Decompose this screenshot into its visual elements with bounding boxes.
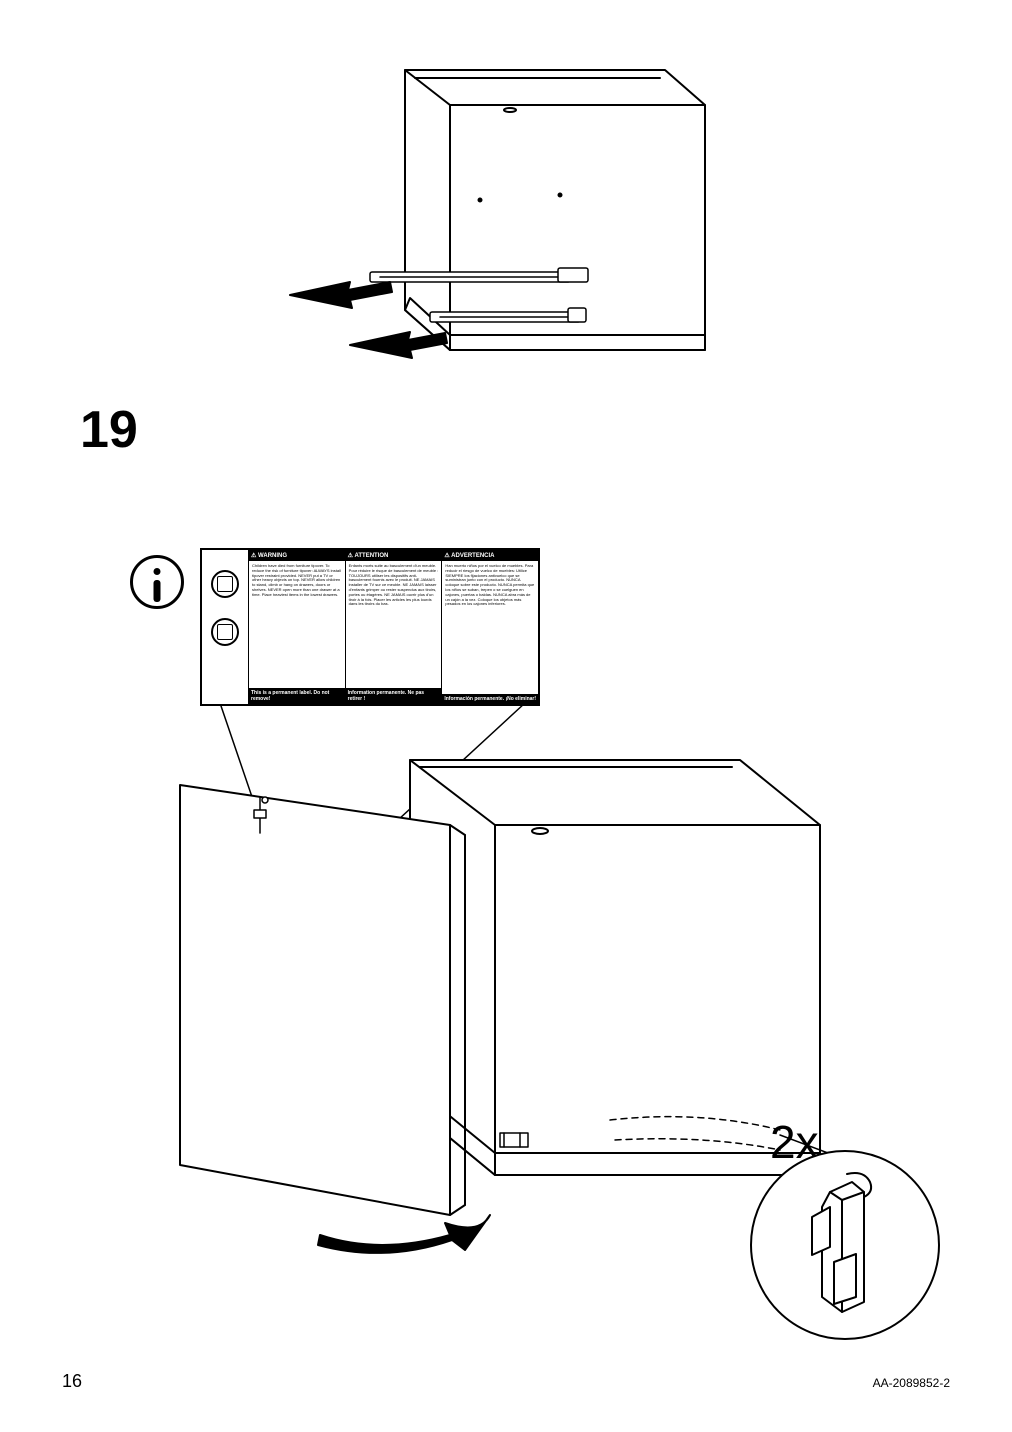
warning-col-fr: ⚠ ATTENTION Enfants morts suite au bascu… xyxy=(345,550,442,704)
warning-body-es: Han muerto niños por el vuelco de mueble… xyxy=(442,561,538,694)
detail-circle xyxy=(750,1150,940,1340)
warning-footer-es: Información permanente. ¡No eliminar! xyxy=(442,694,538,704)
warning-label-icons xyxy=(202,550,248,704)
assembly-instruction-page: 19 xyxy=(0,0,1012,1432)
warning-col-es: ⚠ ADVERTENCIA Han muerto niños por el vu… xyxy=(441,550,538,704)
top-illustration xyxy=(260,50,730,380)
warning-body-en: Children have died from furniture tipove… xyxy=(249,561,345,688)
warning-col-en: ⚠ WARNING Children have died from furnit… xyxy=(248,550,345,704)
warning-header-es: ⚠ ADVERTENCIA xyxy=(442,550,538,561)
step-number: 19 xyxy=(80,400,138,460)
furniture-icon xyxy=(211,570,239,598)
warning-body-fr: Enfants morts suite au basculement d'un … xyxy=(346,561,442,688)
warning-label: ⚠ WARNING Children have died from furnit… xyxy=(200,548,540,706)
tv-icon xyxy=(211,618,239,646)
warning-footer-en: This is a permanent label. Do not remove… xyxy=(249,688,345,704)
warning-footer-fr: Information permanente. Ne pas retirer ! xyxy=(346,688,442,704)
doc-id: AA-2089852-2 xyxy=(873,1376,950,1390)
warning-header-en: ⚠ WARNING xyxy=(249,550,345,561)
warning-header-fr: ⚠ ATTENTION xyxy=(346,550,442,561)
page-number: 16 xyxy=(62,1371,82,1392)
info-icon xyxy=(130,555,184,609)
